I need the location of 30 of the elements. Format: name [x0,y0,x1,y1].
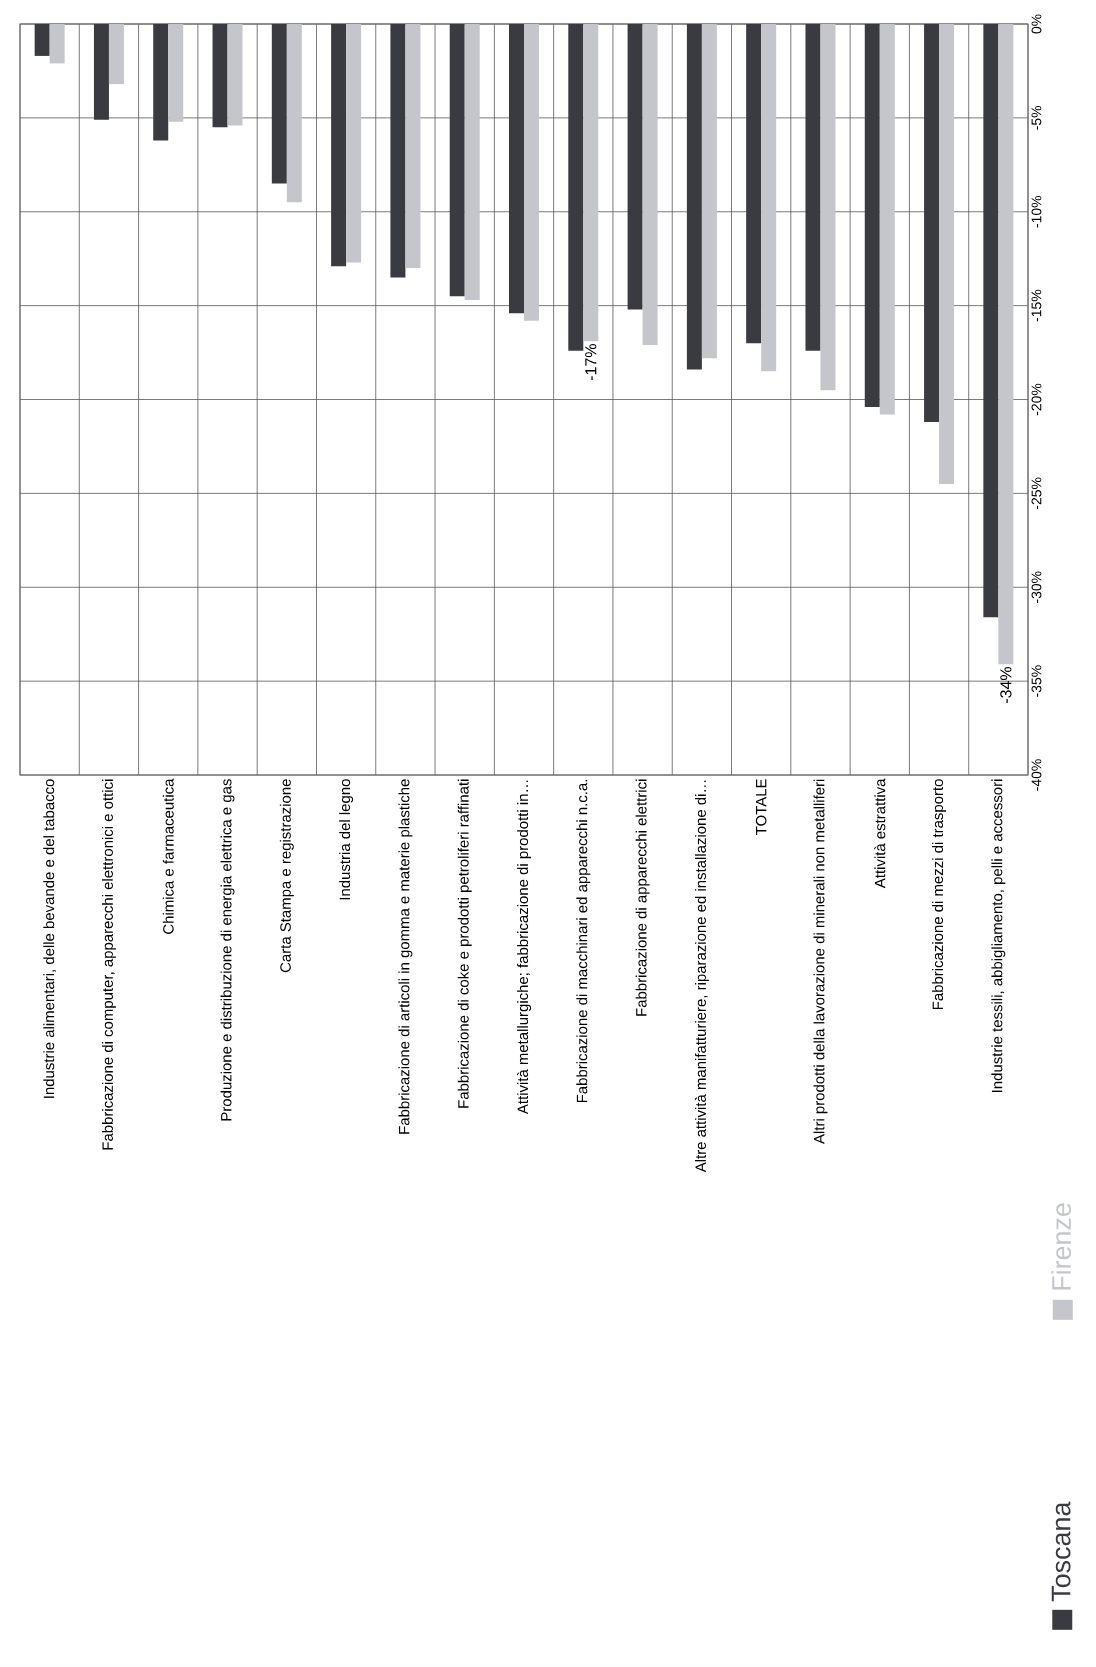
y-tick-label: -10% [1031,195,1042,228]
y-tick-label: -35% [1031,665,1042,697]
x-tick-label: Altri prodotti della lavorazione di minerali non metalliferi [813,779,828,1144]
text: Firenze [1051,1203,1072,1290]
data-label: -17% [585,344,597,381]
y-tick-label: -25% [1031,477,1042,510]
x-tick-label: Fabbricazione di articoli in gomma e materie plastiche [398,779,413,1134]
y-tick-label: -20% [1031,383,1042,416]
x-tick-label: Industrie alimentari, delle bevande e del tabacco [43,779,57,1098]
x-tick-label: Fabbricazione di mezzi di trasporto [932,779,947,1010]
y-tick-label: -5% [1031,105,1042,130]
y-tick-label: -40% [1031,759,1042,791]
x-tick-label: Industrie tessili, abbigliamento, pelli e accessori [991,779,1006,1092]
y-tick-label: -15% [1031,289,1042,322]
text: Toscana [1051,1501,1071,1602]
x-tick-label: Fabbricazione di coke e prodotti petroliferi raffinati [457,779,472,1108]
x-tick-label: Fabbricazione di computer, apparecchi elettronici e ottici [101,779,116,1150]
x-tick-label: Produzione e distribuzione di energia elettrica e gas [220,779,235,1121]
x-tick-label: Attività estrattiva [874,778,886,889]
x-tick-label: Fabbricazione di macchinari ed apparecchi n.c.a. [576,779,591,1103]
x-tick-label: Carta Stampa e registrazione [279,779,294,973]
x-tick-label: Fabbricazione di apparecchi elettrici [635,779,650,1016]
x-tick-label: Industria del legno [339,779,354,900]
data-label: -34% [1000,667,1012,703]
y-tick-label: -30% [1031,571,1042,603]
y-tick-label: 0% [1031,14,1042,34]
x-tick-label: Altre attività manifatturiere, riparazione ed installazione di… [694,780,709,1173]
x-tick-label: TOTALE [755,779,767,835]
x-tick-label: Chimica e farmaceutica [162,778,174,934]
x-tick-label: Attività metallurgiche; fabbricazione di prodotti in… [516,780,532,1115]
